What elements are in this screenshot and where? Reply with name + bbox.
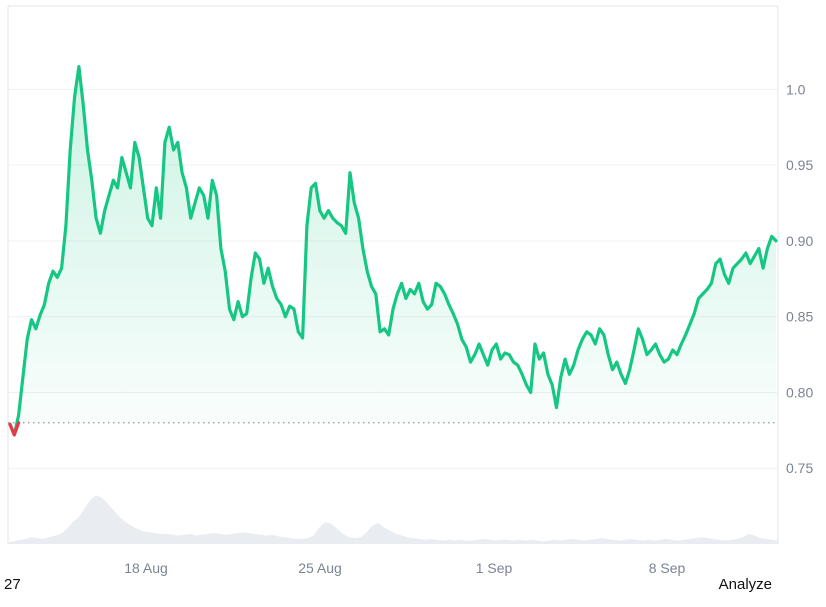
y-tick-label: 0.95 bbox=[786, 157, 813, 173]
x-tick-label: 25 Aug bbox=[298, 560, 342, 576]
x-tick-label: 8 Sep bbox=[649, 560, 686, 576]
analyze-link[interactable]: Analyze bbox=[718, 576, 772, 593]
price-line-below-baseline bbox=[8, 421, 21, 437]
x-axis-ticks: 18 Aug 25 Aug 1 Sep 8 Sep bbox=[124, 560, 685, 576]
y-tick-label: 0.80 bbox=[786, 384, 813, 400]
y-tick-label: 0.85 bbox=[786, 309, 813, 325]
footer-left-text: 27 bbox=[4, 576, 21, 593]
y-tick-label: 0.90 bbox=[786, 233, 813, 249]
volume-area bbox=[8, 495, 778, 544]
x-tick-label: 18 Aug bbox=[124, 560, 168, 576]
y-axis-ticks: 1.0 0.95 0.90 0.85 0.80 0.75 bbox=[786, 81, 813, 476]
x-tick-label: 1 Sep bbox=[476, 560, 513, 576]
volume-shape bbox=[8, 495, 778, 544]
y-tick-label: 1.0 bbox=[786, 81, 806, 97]
price-area-fill bbox=[10, 66, 776, 435]
price-line bbox=[8, 65, 778, 437]
y-tick-label: 0.75 bbox=[786, 460, 813, 476]
